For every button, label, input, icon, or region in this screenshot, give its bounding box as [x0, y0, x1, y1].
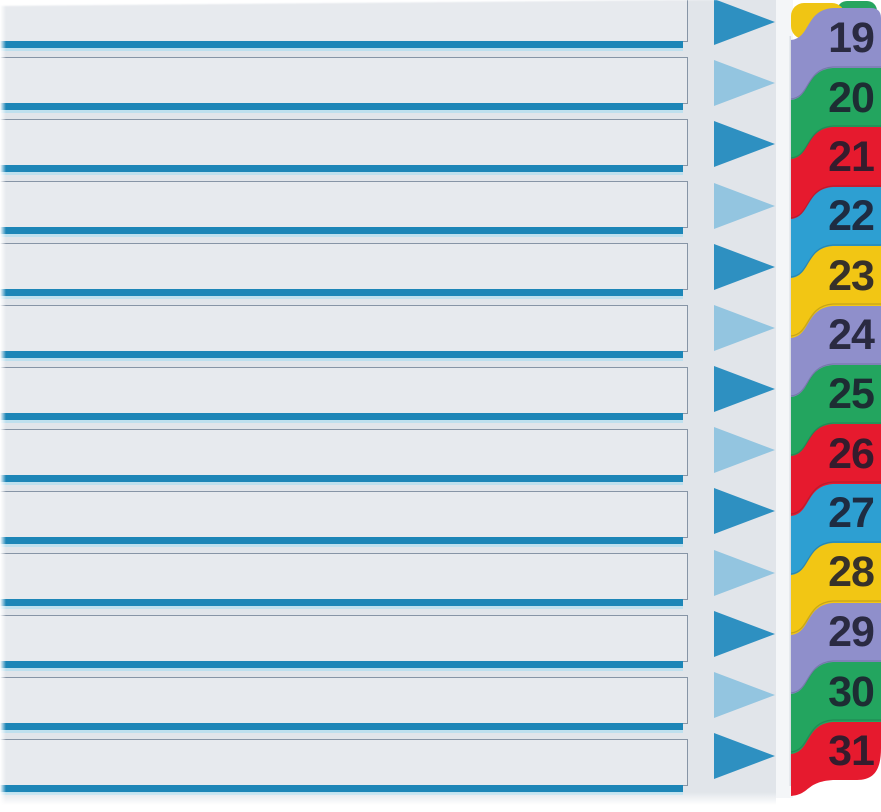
right-arrow-icon: [714, 121, 775, 168]
tab-number: 27: [828, 489, 874, 537]
tab-24: [791, 304, 881, 397]
tab-30: [791, 661, 881, 754]
right-arrow-icon: [714, 610, 775, 657]
tab-number: 28: [828, 548, 874, 596]
right-arrow-icon: [714, 549, 775, 596]
right-arrow-icon: [714, 427, 775, 474]
tab-29: [791, 601, 881, 694]
tab-20: [791, 67, 881, 159]
tab-bank: 19 20 21 22 23 24 25 26 27 28 29 30 31: [776, 0, 881, 798]
tab-number: 25: [828, 370, 874, 418]
tab-number: 20: [828, 74, 874, 122]
tab-number: 29: [828, 608, 874, 656]
writing-line: [0, 475, 683, 482]
tab-21: [791, 126, 881, 219]
tab-number: 26: [828, 430, 874, 478]
index-row-box: [0, 429, 688, 476]
writing-line: [0, 413, 683, 420]
page-edge-seam: [789, 36, 792, 786]
right-arrow-icon: [714, 182, 775, 229]
right-arrow-icon: [714, 60, 775, 107]
tab-number: 24: [828, 311, 875, 359]
right-arrow-icon: [714, 0, 775, 45]
index-row-box: [0, 677, 688, 724]
index-row-box: [0, 243, 688, 290]
right-arrow-icon: [714, 243, 775, 290]
writing-line: [0, 103, 683, 110]
right-arrow-icon: [714, 671, 775, 718]
tab-23: [791, 245, 881, 338]
contents-page: [0, 0, 776, 812]
index-row-box: [0, 615, 688, 662]
photo-bottom-fade: [0, 792, 776, 812]
writing-line: [0, 41, 683, 48]
index-row-box: [0, 491, 688, 538]
tab-seam-shadows: [790, 66, 881, 753]
page-edge-strip: [776, 0, 793, 798]
tab-number: 19: [828, 14, 874, 62]
index-row-box: [0, 367, 688, 414]
tab-31: [791, 720, 881, 796]
photo-left-fade: [0, 0, 6, 812]
index-row-box: [0, 119, 688, 166]
writing-line: [0, 537, 683, 544]
tab-25: [791, 364, 881, 456]
tab-19: [791, 8, 881, 100]
index-row-box: [0, 181, 688, 228]
tab-number: 31: [828, 727, 874, 775]
tab-number: 21: [828, 133, 874, 181]
tab-number: 30: [828, 668, 874, 716]
tab-27: [791, 482, 881, 575]
index-row-box: [0, 739, 688, 786]
index-row-box: [0, 305, 688, 352]
writing-line: [0, 723, 683, 730]
writing-line: [0, 289, 683, 296]
writing-line: [0, 227, 683, 234]
right-arrow-icon: [714, 733, 775, 780]
tab-28: [791, 542, 881, 635]
writing-line: [0, 599, 683, 606]
writing-line: [0, 661, 683, 668]
tab-26: [791, 423, 881, 516]
writing-line: [0, 351, 683, 358]
tab-number: 22: [828, 192, 874, 240]
right-arrow-icon: [714, 488, 775, 535]
index-row-box: [0, 57, 688, 104]
index-row-box: [0, 0, 688, 42]
writing-line: [0, 785, 683, 792]
right-arrow-icon: [714, 304, 775, 351]
index-row-box: [0, 553, 688, 600]
tab-22: [791, 186, 881, 278]
tab-number: 23: [828, 252, 874, 300]
right-arrow-icon: [714, 366, 775, 413]
writing-line: [0, 165, 683, 172]
